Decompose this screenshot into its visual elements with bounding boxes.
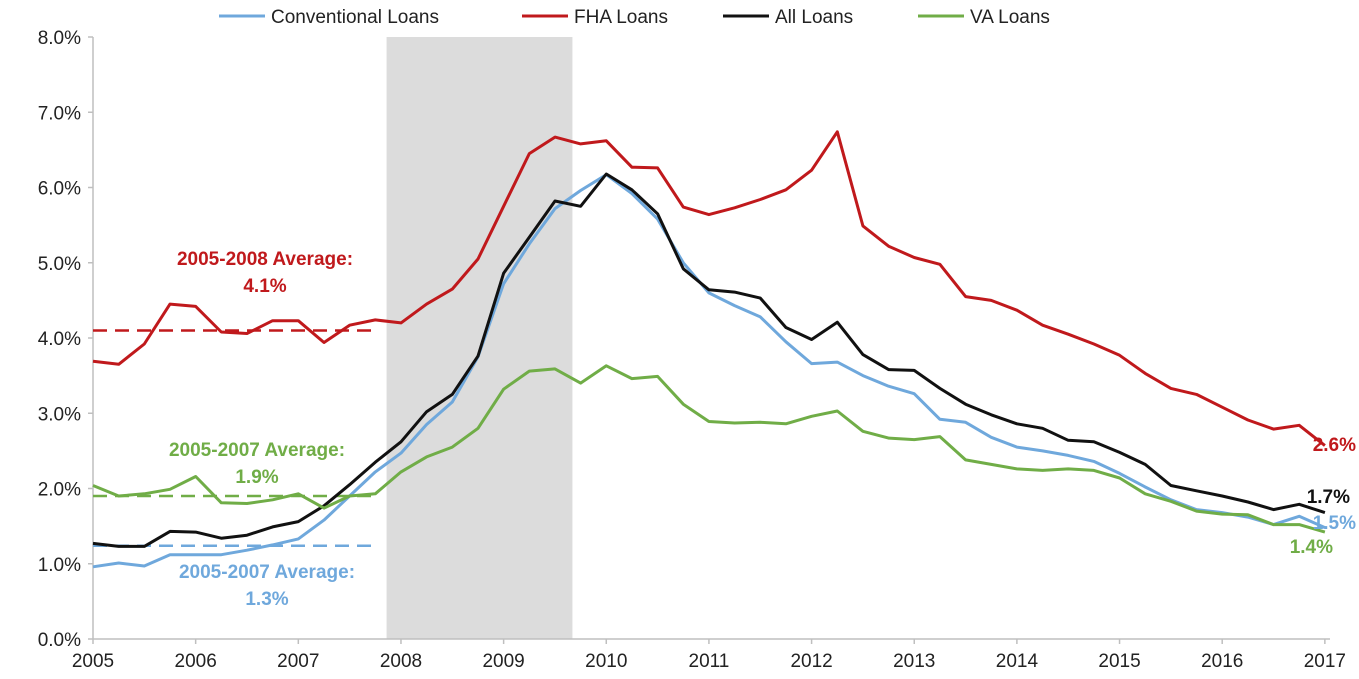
y-tick-label: 2.0% bbox=[38, 480, 81, 501]
legend-label: VA Loans bbox=[970, 7, 1050, 28]
average-annotation-title: 2005-2007 Average: bbox=[169, 440, 345, 461]
end-value-label: 1.5% bbox=[1313, 513, 1356, 534]
x-tick-label: 2009 bbox=[482, 651, 524, 672]
end-value-label: 2.6% bbox=[1313, 435, 1356, 456]
x-tick-label: 2015 bbox=[1098, 651, 1140, 672]
end-value-label: 1.7% bbox=[1307, 487, 1350, 508]
average-annotations: 2005-2008 Average: 4.1% 2005-2007 Average:… bbox=[169, 249, 355, 610]
recession-shaded-region bbox=[386, 37, 573, 639]
average-annotation-title: 2005-2008 Average: bbox=[177, 249, 353, 270]
x-tick-label: 2005 bbox=[72, 651, 114, 672]
legend: Conventional Loans FHA Loans All Loans VA L… bbox=[219, 7, 1050, 28]
series-line-conventional-loans bbox=[92, 173, 1326, 569]
axes: 0.0% 1.0% 2.0% 3.0% 4.0% 5.0% 6.0% 7.0% 8.0% 2005… bbox=[38, 28, 1346, 672]
x-tick-label: 2017 bbox=[1304, 651, 1346, 672]
recession-shading-layer bbox=[386, 37, 573, 639]
y-tick-label: 3.0% bbox=[38, 404, 81, 425]
y-tick-label: 0.0% bbox=[38, 630, 81, 651]
x-tick-label: 2013 bbox=[893, 651, 935, 672]
legend-label: Conventional Loans bbox=[271, 7, 439, 28]
y-tick-label: 6.0% bbox=[38, 179, 81, 200]
y-tick-label: 8.0% bbox=[38, 28, 81, 49]
average-annotation-value: 1.9% bbox=[235, 467, 278, 488]
series-line-all-loans bbox=[92, 172, 1326, 548]
x-tick-label: 2008 bbox=[380, 651, 422, 672]
legend-label: All Loans bbox=[775, 7, 853, 28]
x-tick-label: 2012 bbox=[790, 651, 832, 672]
series-line-va-loans bbox=[92, 364, 1326, 534]
x-tick-label: 2007 bbox=[277, 651, 319, 672]
average-annotation-title: 2005-2007 Average: bbox=[179, 562, 355, 583]
y-tick-label: 7.0% bbox=[38, 103, 81, 124]
x-tick-label: 2006 bbox=[175, 651, 217, 672]
end-value-labels: 1.5% 2.6% 1.7% 1.4% bbox=[1290, 435, 1356, 558]
y-tick-label: 4.0% bbox=[38, 329, 81, 350]
x-tick-label: 2010 bbox=[585, 651, 627, 672]
x-tick-label: 2011 bbox=[689, 651, 730, 672]
series-lines bbox=[92, 130, 1326, 569]
y-tick-label: 1.0% bbox=[38, 555, 81, 576]
x-tick-label: 2014 bbox=[996, 651, 1039, 672]
end-value-label: 1.4% bbox=[1290, 537, 1333, 558]
legend-label: FHA Loans bbox=[574, 7, 668, 28]
y-tick-label: 5.0% bbox=[38, 254, 81, 275]
x-tick-label: 2016 bbox=[1201, 651, 1243, 672]
average-annotation-value: 4.1% bbox=[243, 276, 286, 297]
average-annotation-value: 1.3% bbox=[245, 589, 288, 610]
series-line-fha-loans bbox=[92, 130, 1326, 447]
